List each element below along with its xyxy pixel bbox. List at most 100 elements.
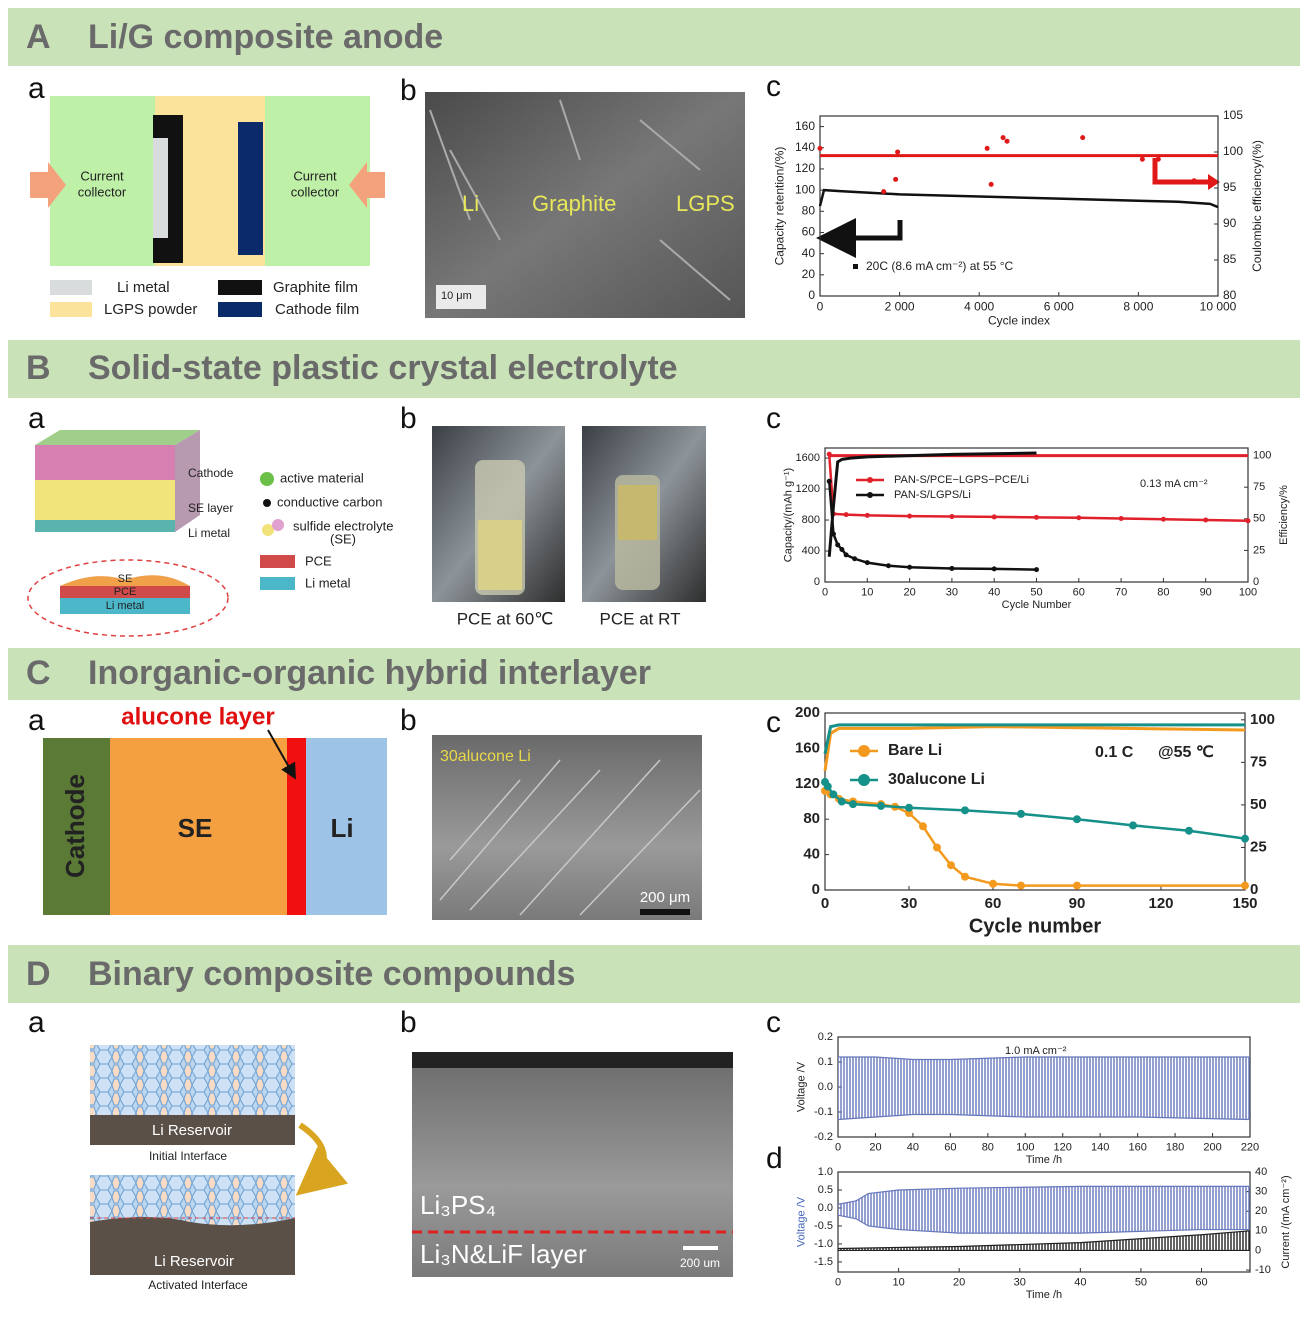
y-tick-label: 100 <box>795 182 815 196</box>
y2-tick-label: 100 <box>1250 711 1275 728</box>
y2-tick-label: 105 <box>1223 108 1243 122</box>
data-point <box>992 566 997 571</box>
data-point <box>907 514 912 519</box>
section-c-header: C Inorganic-organic hybrid interlayer <box>8 648 1300 700</box>
layer-schematic: alucone layer Cathode SE Li <box>43 703 387 915</box>
legend-label: Bare Li <box>888 742 942 759</box>
x-tick-label: 0 <box>835 1276 841 1288</box>
section-title: Inorganic-organic hybrid interlayer <box>88 654 651 692</box>
data-point <box>949 514 954 519</box>
legend-label: active material <box>280 470 364 485</box>
data-point <box>1017 810 1025 818</box>
section-letter: A <box>26 18 51 56</box>
data-point <box>989 880 997 888</box>
y-tick-label: -0.5 <box>814 1220 833 1232</box>
y-tick-label: 60 <box>802 225 816 239</box>
scale-bar <box>683 1246 718 1250</box>
y2-tick-label: -10 <box>1255 1264 1271 1276</box>
sem-label: Li <box>462 191 479 216</box>
y2-tick-label: 100 <box>1253 449 1271 461</box>
section-a-header: A Li/G composite anode <box>8 8 1300 66</box>
x-tick-label: 2 000 <box>885 300 915 314</box>
legend-label: PAN-S/PCE−LGPS−PCE/Li <box>894 474 1029 486</box>
panel-label: a <box>28 402 45 435</box>
y-tick-label: 40 <box>803 846 820 863</box>
plot-frame <box>825 713 1245 890</box>
x-tick-label: 70 <box>1115 586 1127 598</box>
annotation: 1.0 mA cm⁻² <box>1005 1045 1067 1057</box>
y2-tick-label: 50 <box>1253 513 1265 525</box>
y-tick-label: 1200 <box>796 483 820 495</box>
legend-marker <box>867 477 873 483</box>
y-tick-label: 0.2 <box>818 1031 833 1043</box>
layer-label: Cathode <box>60 774 90 878</box>
x-tick-label: 60 <box>944 1141 956 1153</box>
data-point <box>1140 157 1145 162</box>
y-tick-label: 0.0 <box>818 1202 833 1214</box>
label: Current <box>293 168 337 183</box>
vial-solid <box>618 485 657 540</box>
axis-arrow <box>826 220 900 238</box>
cathode-film <box>238 122 263 255</box>
legend-swatch <box>260 555 295 568</box>
x-tick-label: 200 <box>1203 1141 1221 1153</box>
data-point <box>905 804 913 812</box>
data-point <box>1034 567 1039 572</box>
data-point <box>1241 835 1249 843</box>
data-point <box>1080 135 1085 140</box>
y2-axis-label: Current /(mA cm⁻²) <box>1280 1175 1292 1268</box>
section-d-header: D Binary composite compounds <box>8 945 1300 1003</box>
sem-edge <box>412 1052 733 1068</box>
y-axis-label: Voltage /V <box>796 1061 808 1112</box>
data-point <box>992 514 997 519</box>
x-tick-label: 30 <box>1014 1276 1026 1288</box>
caption: PCE at RT <box>600 609 681 628</box>
x-tick-label: 100 <box>1016 1141 1034 1153</box>
data-point <box>961 806 969 814</box>
annotation: 0.13 mA cm⁻² <box>1140 478 1208 490</box>
x-tick-label: 90 <box>1200 586 1212 598</box>
inset-label: Li metal <box>106 600 145 612</box>
series-line <box>829 453 1036 557</box>
data-point <box>961 873 969 881</box>
y-axis-label: Capacity/(mAh g⁻¹) <box>783 468 795 562</box>
inset-label: PCE <box>114 586 137 598</box>
y2-tick-label: 20 <box>1255 1205 1267 1217</box>
section-title: Solid-state plastic crystal electrolyte <box>88 349 678 387</box>
y-tick-label: 160 <box>795 739 820 756</box>
chart-arrows <box>826 158 1220 269</box>
y2-tick-label: 10 <box>1255 1225 1267 1237</box>
y-tick-label: 800 <box>802 514 820 526</box>
legend-label: Graphite film <box>273 279 358 296</box>
legend-label: Cathode film <box>275 301 359 318</box>
series-line <box>825 782 1245 839</box>
legend-swatch <box>50 302 92 317</box>
data-point <box>1034 515 1039 520</box>
data-point <box>838 798 846 806</box>
legend-label: (SE) <box>330 531 356 546</box>
legend-marker <box>263 499 271 507</box>
band-fill <box>838 1186 1250 1233</box>
data-point <box>1156 157 1161 162</box>
data-point <box>933 844 941 852</box>
data-point <box>829 790 837 798</box>
data-point <box>1017 882 1025 890</box>
y-tick-label: 80 <box>803 810 820 827</box>
reservoir-label: Li Reservoir <box>152 1122 232 1139</box>
y2-tick-label: 75 <box>1250 753 1267 770</box>
x-axis-label: Time /h <box>1026 1154 1062 1166</box>
y-tick-label: 1.0 <box>818 1166 833 1178</box>
x-axis-label: Cycle Number <box>1002 599 1072 611</box>
x-tick-label: 50 <box>1135 1276 1147 1288</box>
x-tick-label: 60 <box>1073 586 1085 598</box>
x-tick-label: 0 <box>835 1141 841 1153</box>
legend-swatch <box>50 280 92 295</box>
x-tick-label: 0 <box>821 895 829 912</box>
scale-label: 10 μm <box>441 290 472 302</box>
caption: Activated Interface <box>148 1278 248 1292</box>
y-tick-label: 20 <box>802 267 816 281</box>
legend-marker <box>260 472 274 486</box>
sem-image: Li₃PS₄ Li₃N&LiF layer 200 um <box>412 1052 733 1277</box>
x-tick-label: 6 000 <box>1044 300 1074 314</box>
data-point <box>1161 517 1166 522</box>
